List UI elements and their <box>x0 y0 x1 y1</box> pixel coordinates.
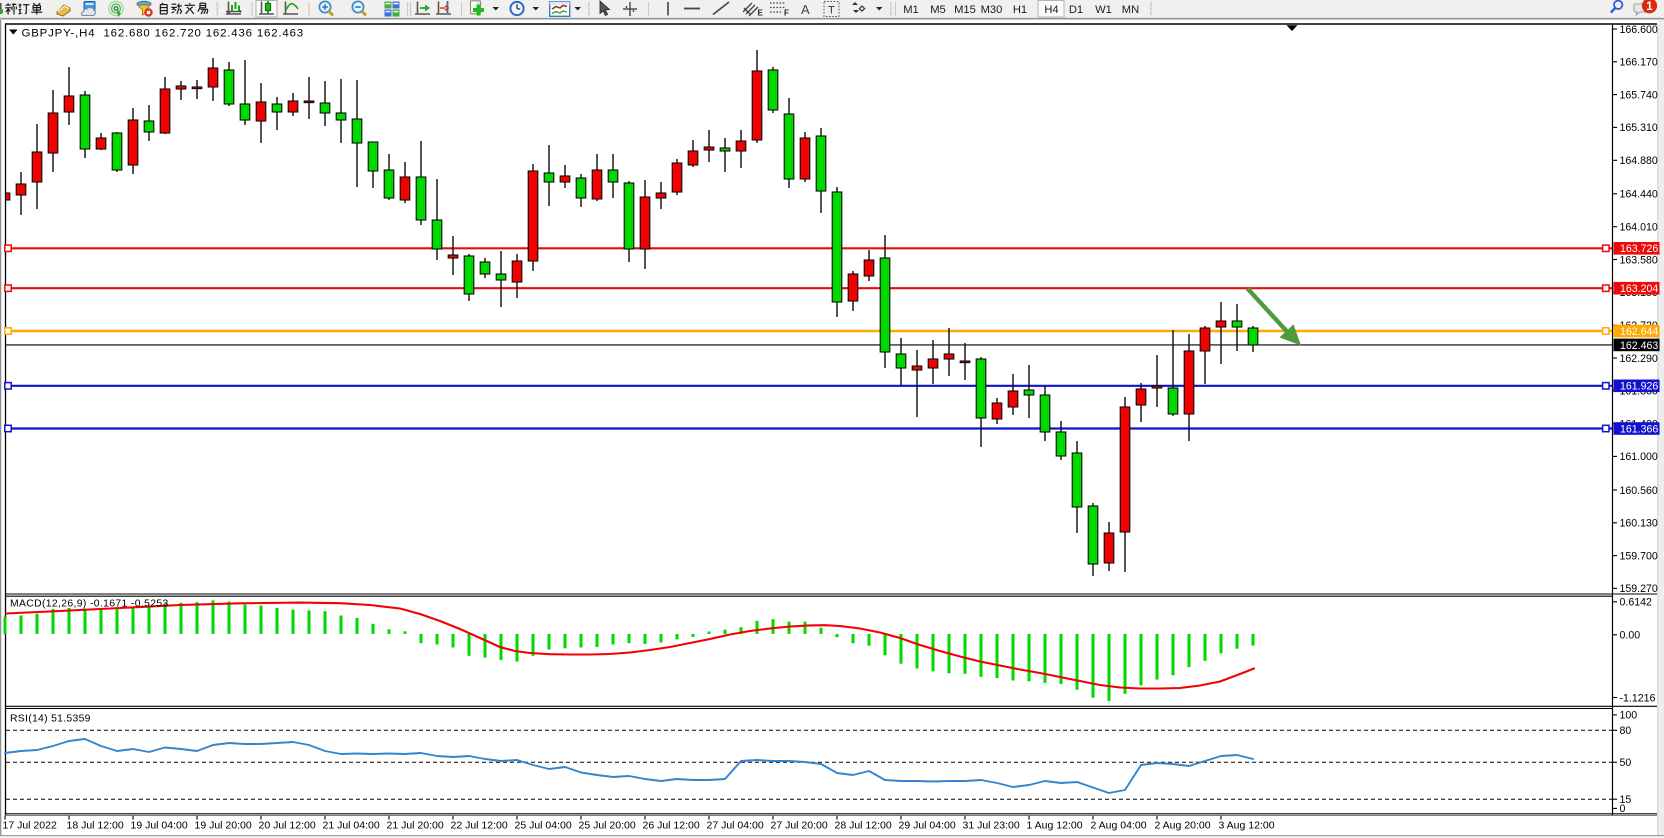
svg-text:0.00: 0.00 <box>1620 630 1641 642</box>
svg-text:166.170: 166.170 <box>1620 57 1658 69</box>
svg-text:F: F <box>784 9 789 18</box>
svg-text:161.366: 161.366 <box>1620 423 1658 435</box>
svg-text:29 Jul 04:00: 29 Jul 04:00 <box>899 820 956 832</box>
svg-text:19 Jul 20:00: 19 Jul 20:00 <box>195 820 252 832</box>
svg-text:163.204: 163.204 <box>1620 283 1658 295</box>
svg-text:M5: M5 <box>930 4 946 16</box>
svg-text:31 Jul 23:00: 31 Jul 23:00 <box>963 820 1020 832</box>
svg-text:20 Jul 12:00: 20 Jul 12:00 <box>259 820 316 832</box>
svg-text:3 Aug 12:00: 3 Aug 12:00 <box>1219 820 1275 832</box>
svg-text:161.926: 161.926 <box>1620 381 1658 393</box>
svg-text:21 Jul 04:00: 21 Jul 04:00 <box>323 820 380 832</box>
svg-text:W1: W1 <box>1095 4 1112 16</box>
svg-text:27 Jul 20:00: 27 Jul 20:00 <box>771 820 828 832</box>
svg-text:MN: MN <box>1122 4 1139 16</box>
svg-text:A: A <box>801 2 810 17</box>
svg-text:100: 100 <box>1620 710 1638 722</box>
svg-text:2 Aug 20:00: 2 Aug 20:00 <box>1155 820 1211 832</box>
svg-text:165.740: 165.740 <box>1620 89 1658 101</box>
svg-text:28 Jul 12:00: 28 Jul 12:00 <box>835 820 892 832</box>
svg-text:162.290: 162.290 <box>1620 353 1658 365</box>
svg-text:M15: M15 <box>954 4 976 16</box>
svg-text:166.600: 166.600 <box>1620 24 1658 36</box>
svg-text:162.463: 162.463 <box>1620 340 1658 352</box>
svg-text:M1: M1 <box>903 4 919 16</box>
svg-text:80: 80 <box>1620 725 1632 737</box>
svg-text:2 Aug 04:00: 2 Aug 04:00 <box>1091 820 1147 832</box>
svg-text:18 Jul 12:00: 18 Jul 12:00 <box>67 820 124 832</box>
svg-text:159.270: 159.270 <box>1620 583 1658 595</box>
svg-text:0.6142: 0.6142 <box>1620 597 1653 609</box>
svg-text:162.644: 162.644 <box>1620 326 1658 338</box>
svg-text:H1: H1 <box>1013 4 1027 16</box>
svg-text:M30: M30 <box>981 4 1003 16</box>
svg-text:160.130: 160.130 <box>1620 518 1658 530</box>
svg-text:D1: D1 <box>1069 4 1083 16</box>
svg-text:164.010: 164.010 <box>1620 222 1658 234</box>
svg-text:MACD(12,26,9) -0.1671 -0.5253: MACD(12,26,9) -0.1671 -0.5253 <box>10 599 169 610</box>
svg-text:GBPJPY-,H4 162.680 162.720 16: GBPJPY-,H4 162.680 162.720 162.436 162.4… <box>22 27 305 39</box>
svg-text:1 Aug 12:00: 1 Aug 12:00 <box>1027 820 1083 832</box>
svg-text:163.580: 163.580 <box>1620 254 1658 266</box>
svg-text:15: 15 <box>1620 794 1632 806</box>
svg-text:25 Jul 20:00: 25 Jul 20:00 <box>579 820 636 832</box>
svg-text:1: 1 <box>1646 1 1653 13</box>
svg-text:RSI(14) 51.5359: RSI(14) 51.5359 <box>10 714 91 725</box>
svg-text:19 Jul 04:00: 19 Jul 04:00 <box>131 820 188 832</box>
svg-text:E: E <box>758 9 764 18</box>
svg-text:165.310: 165.310 <box>1620 122 1658 134</box>
svg-text:161.000: 161.000 <box>1620 451 1658 463</box>
svg-text:25 Jul 04:00: 25 Jul 04:00 <box>515 820 572 832</box>
svg-text:17 Jul 2022: 17 Jul 2022 <box>3 820 57 832</box>
svg-text:50: 50 <box>1620 757 1632 769</box>
svg-text:21 Jul 20:00: 21 Jul 20:00 <box>387 820 444 832</box>
svg-text:160.560: 160.560 <box>1620 485 1658 497</box>
svg-text:27 Jul 04:00: 27 Jul 04:00 <box>707 820 764 832</box>
svg-text:H4: H4 <box>1044 4 1058 16</box>
svg-text:26 Jul 12:00: 26 Jul 12:00 <box>643 820 700 832</box>
svg-text:22 Jul 12:00: 22 Jul 12:00 <box>451 820 508 832</box>
svg-text:164.440: 164.440 <box>1620 189 1658 201</box>
svg-text:163.726: 163.726 <box>1620 243 1658 255</box>
svg-text:T: T <box>828 5 835 17</box>
svg-text:0: 0 <box>1620 803 1626 815</box>
svg-text:159.700: 159.700 <box>1620 550 1658 562</box>
svg-text:-1.1216: -1.1216 <box>1620 692 1656 704</box>
svg-text:164.880: 164.880 <box>1620 155 1658 167</box>
